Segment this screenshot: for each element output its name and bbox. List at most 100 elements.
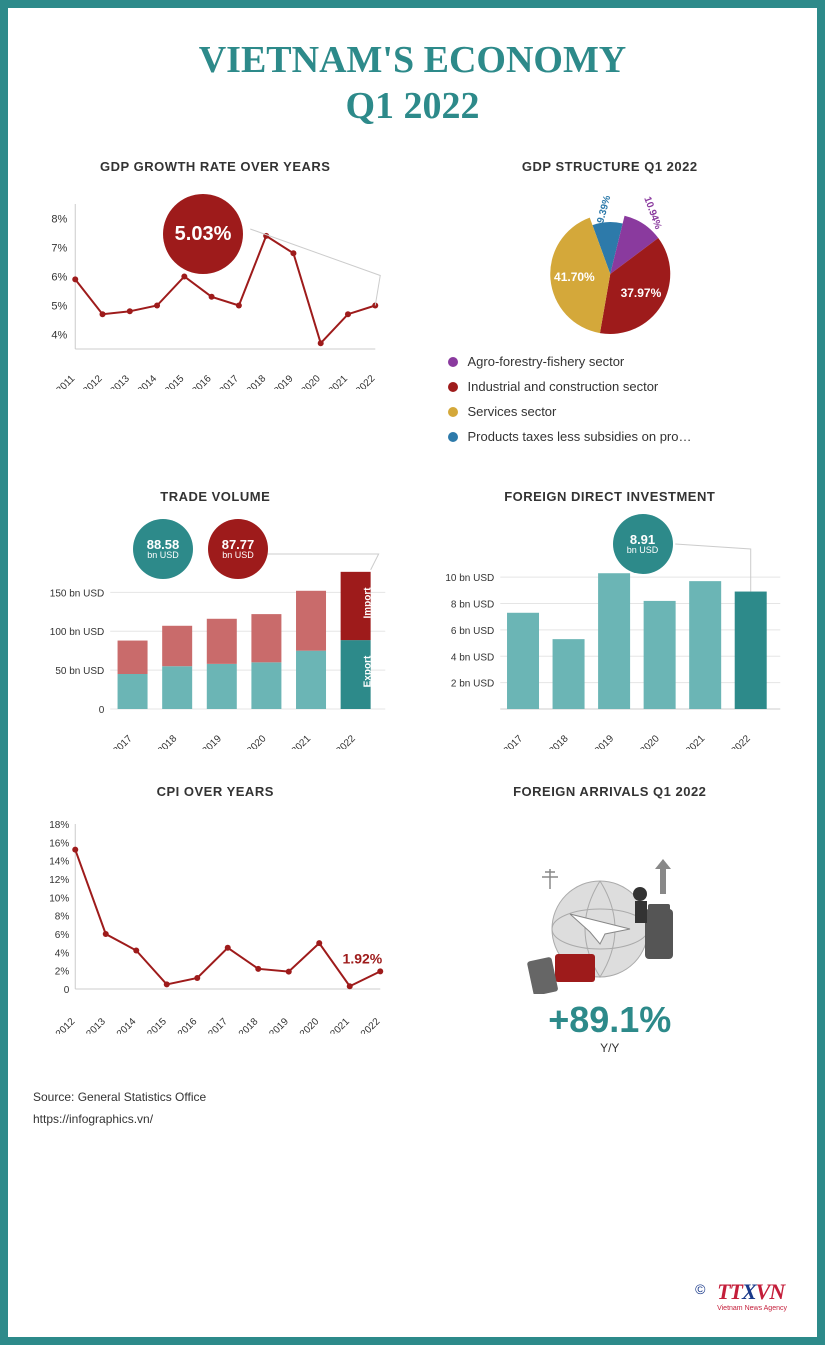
svg-text:4%: 4% (55, 949, 70, 960)
svg-text:6 bn USD: 6 bn USD (450, 626, 493, 637)
svg-text:2012: 2012 (54, 1016, 78, 1034)
svg-text:2022: 2022 (359, 1016, 383, 1034)
legend-dot (448, 432, 458, 442)
svg-text:2018: 2018 (547, 733, 571, 749)
legend-label: Agro-forestry-fishery sector (468, 354, 625, 369)
svg-text:41.70%: 41.70% (554, 270, 595, 284)
svg-text:2020: 2020 (638, 733, 662, 749)
svg-text:2020: 2020 (245, 733, 269, 749)
svg-text:5%: 5% (51, 301, 67, 313)
legend-item: Agro-forestry-fishery sector (448, 354, 793, 369)
svg-text:2011: 2011 (54, 373, 77, 389)
svg-text:Import: Import (363, 587, 374, 619)
svg-text:2015: 2015 (163, 373, 187, 389)
legend-dot (448, 357, 458, 367)
gdp-structure-chart: 9.39%10.94%37.97%41.70% (428, 189, 793, 339)
svg-text:2021: 2021 (328, 1016, 352, 1034)
arrivals-content: +89.1% Y/Y (428, 814, 793, 1055)
svg-text:2022: 2022 (354, 373, 378, 389)
svg-text:2022: 2022 (729, 733, 753, 749)
svg-text:150 bn USD: 150 bn USD (50, 589, 104, 600)
legend-item: Industrial and construction sector (448, 379, 793, 394)
svg-text:2017: 2017 (501, 733, 525, 749)
svg-text:Export: Export (363, 655, 374, 687)
svg-text:10%: 10% (49, 894, 69, 905)
logo-brand: TTXVN (717, 1279, 787, 1305)
svg-text:2015: 2015 (145, 1016, 169, 1034)
svg-text:2013: 2013 (84, 1016, 108, 1034)
svg-text:2016: 2016 (176, 1016, 200, 1034)
trade-panel: TRADE VOLUME 050 bn USD100 bn USD150 bn … (33, 489, 398, 749)
gdp-growth-chart: 4%5%6%7%8%201120122013201420152016201720… (33, 189, 398, 389)
svg-text:2012: 2012 (81, 373, 105, 389)
gdp-growth-title: GDP GROWTH RATE OVER YEARS (33, 159, 398, 174)
gdp-structure-panel: GDP STRUCTURE Q1 2022 9.39%10.94%37.97%4… (428, 159, 793, 454)
fdi-title: FOREIGN DIRECT INVESTMENT (428, 489, 793, 504)
source-line1: Source: General Statistics Office (33, 1090, 792, 1104)
svg-text:4%: 4% (51, 330, 67, 342)
svg-text:2020: 2020 (299, 373, 323, 389)
svg-text:2013: 2013 (108, 373, 132, 389)
legend-item: Products taxes less subsidies on pro… (448, 429, 793, 444)
main-title: VIETNAM'S ECONOMY Q1 2022 (33, 38, 792, 129)
source-line2: https://infographics.vn/ (33, 1112, 792, 1126)
title-line2: Q1 2022 (345, 85, 479, 127)
gdp-badge: 5.03% (163, 194, 243, 274)
svg-text:1.92%: 1.92% (343, 951, 383, 967)
svg-text:6%: 6% (55, 930, 70, 941)
trade-chart: 050 bn USD100 bn USD150 bn USD2017201820… (33, 519, 398, 749)
svg-text:2017: 2017 (217, 373, 241, 389)
svg-text:2021: 2021 (290, 733, 314, 749)
legend-dot (448, 382, 458, 392)
pie-legend: Agro-forestry-fishery sector Industrial a… (428, 354, 793, 444)
trade-title: TRADE VOLUME (33, 489, 398, 504)
logo-sub: Vietnam News Agency (717, 1305, 787, 1312)
svg-text:2019: 2019 (200, 733, 224, 749)
svg-text:2019: 2019 (272, 373, 296, 389)
gdp-structure-title: GDP STRUCTURE Q1 2022 (428, 159, 793, 174)
cpi-panel: CPI OVER YEARS 02%4%6%8%10%12%14%16%18%2… (33, 784, 398, 1055)
svg-text:4 bn USD: 4 bn USD (450, 652, 493, 663)
svg-text:14%: 14% (49, 857, 69, 868)
arrivals-value: +89.1% (428, 999, 793, 1041)
legend-dot (448, 407, 458, 417)
svg-text:2014: 2014 (115, 1016, 139, 1034)
fdi-badge: 8.91 bn USD (613, 514, 673, 574)
svg-text:2021: 2021 (327, 373, 351, 389)
svg-text:2019: 2019 (267, 1016, 291, 1034)
svg-text:2022: 2022 (334, 733, 358, 749)
row-3: CPI OVER YEARS 02%4%6%8%10%12%14%16%18%2… (33, 784, 792, 1055)
row-2: TRADE VOLUME 050 bn USD100 bn USD150 bn … (33, 489, 792, 749)
svg-text:2018: 2018 (245, 373, 269, 389)
svg-text:2021: 2021 (683, 733, 707, 749)
legend-label: Products taxes less subsidies on pro… (468, 429, 692, 444)
svg-text:2%: 2% (55, 967, 70, 978)
row-1: GDP GROWTH RATE OVER YEARS 4%5%6%7%8%201… (33, 159, 792, 454)
svg-text:2017: 2017 (206, 1016, 230, 1034)
footer: Source: General Statistics Office https:… (33, 1090, 792, 1126)
svg-text:100 bn USD: 100 bn USD (50, 627, 104, 638)
svg-text:2014: 2014 (136, 373, 160, 389)
svg-text:2020: 2020 (298, 1016, 322, 1034)
svg-text:2016: 2016 (190, 373, 214, 389)
arrivals-title: FOREIGN ARRIVALS Q1 2022 (428, 784, 793, 799)
svg-text:16%: 16% (49, 839, 69, 850)
title-line1: VIETNAM'S ECONOMY (199, 39, 627, 81)
gdp-growth-panel: GDP GROWTH RATE OVER YEARS 4%5%6%7%8%201… (33, 159, 398, 454)
trade-import-badge: 87.77 bn USD (208, 519, 268, 579)
arrivals-sub: Y/Y (428, 1041, 793, 1055)
svg-text:8%: 8% (51, 214, 67, 226)
svg-text:2 bn USD: 2 bn USD (450, 679, 493, 690)
arrivals-panel: FOREIGN ARRIVALS Q1 2022 (428, 784, 793, 1055)
svg-text:8 bn USD: 8 bn USD (450, 600, 493, 611)
legend-label: Services sector (468, 404, 557, 419)
logo: © TTXVN Vietnam News Agency (717, 1279, 787, 1312)
svg-text:0: 0 (64, 985, 70, 996)
svg-text:37.97%: 37.97% (620, 286, 661, 300)
svg-text:18%: 18% (49, 820, 69, 831)
svg-text:50 bn USD: 50 bn USD (55, 666, 104, 677)
legend-label: Industrial and construction sector (468, 379, 659, 394)
svg-text:2017: 2017 (111, 733, 135, 749)
infographic-frame: VIETNAM'S ECONOMY Q1 2022 GDP GROWTH RAT… (0, 0, 825, 1345)
fdi-panel: FOREIGN DIRECT INVESTMENT 2 bn USD 4 bn U… (428, 489, 793, 749)
